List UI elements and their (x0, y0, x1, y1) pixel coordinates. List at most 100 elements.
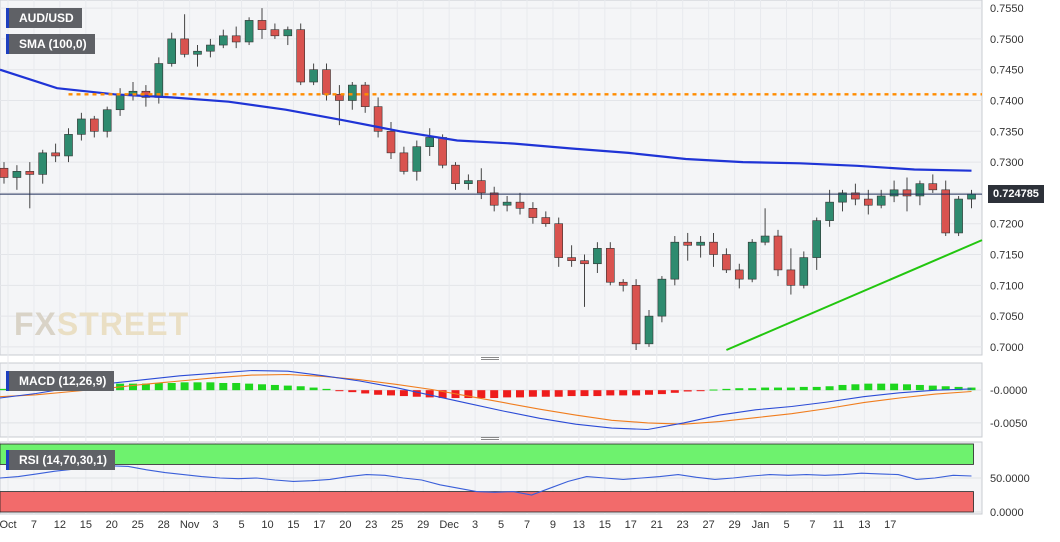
date-tick-label: 5 (238, 519, 244, 531)
bullish-candle (502, 201, 512, 206)
date-tick-label: 10 (261, 519, 273, 531)
date-tick-label: 25 (391, 519, 403, 531)
macd-label[interactable]: MACD (12,26,9) (6, 371, 115, 391)
bullish-candle (747, 241, 757, 280)
macd-histogram-bar (412, 390, 421, 397)
date-tick-label: Dec (439, 519, 459, 531)
macd-histogram-bar (864, 383, 873, 391)
macd-histogram-bar (851, 384, 860, 391)
bearish-candle (773, 235, 783, 271)
sma-label[interactable]: SMA (100,0) (6, 34, 95, 54)
macd-line (0, 369, 972, 431)
support-trendline (726, 239, 983, 351)
bearish-candle (709, 241, 718, 255)
macd-histogram-bar (322, 388, 331, 391)
macd-histogram-bar (0, 388, 8, 391)
bearish-candle (180, 38, 189, 55)
bearish-candle (335, 94, 344, 101)
bullish-candle (644, 315, 654, 345)
macd-histogram-bar (941, 386, 950, 391)
date-tick-label: 5 (498, 519, 504, 531)
date-tick-label: 15 (80, 519, 92, 531)
macd-tick-label: -0.0050 (990, 418, 1027, 430)
macd-histogram-bar (361, 390, 370, 394)
macd-histogram-bar (825, 386, 834, 391)
bearish-candle (360, 84, 370, 107)
date-tick-label: 17 (625, 519, 637, 531)
macd-histogram-bar (967, 387, 976, 391)
macd-histogram-bar (503, 390, 512, 398)
bullish-candle (760, 235, 770, 243)
macd-histogram-bar (528, 390, 537, 397)
current-price-badge: 0.724785 (988, 185, 1044, 204)
macd-histogram-bar (683, 390, 692, 392)
macd-histogram-bar (774, 387, 782, 391)
bullish-candle (102, 109, 112, 132)
date-tick-label: 23 (365, 519, 377, 531)
price-tick-label: 0.7550 (990, 3, 1024, 15)
date-tick-label: 27 (703, 519, 715, 531)
macd-histogram-bar (490, 390, 499, 399)
macd-histogram-bar (928, 385, 937, 391)
price-tick-label: 0.7500 (990, 34, 1024, 46)
date-tick-label: 21 (651, 519, 663, 531)
macd-histogram-bar (838, 384, 847, 391)
bullish-candle (696, 241, 705, 246)
date-tick-label: 3 (213, 519, 219, 531)
macd-histogram-bar (180, 382, 189, 391)
bearish-candle (257, 20, 267, 30)
bullish-candle (38, 152, 48, 175)
date-tick-label: 15 (599, 519, 611, 531)
macd-histogram-bar (696, 390, 705, 392)
bearish-candle (683, 241, 693, 246)
bullish-candle (464, 180, 473, 184)
bearish-candle (476, 180, 486, 194)
date-tick-label: 7 (31, 519, 37, 531)
bullish-candle (244, 20, 254, 43)
bullish-candle (167, 38, 176, 64)
macd-histogram-bar (645, 390, 653, 395)
macd-histogram-bar (722, 388, 731, 391)
rsi-label[interactable]: RSI (14,70,30,1) (6, 450, 116, 470)
macd-histogram-bar (593, 390, 602, 397)
bearish-candle (554, 223, 564, 258)
macd-histogram-bar (567, 390, 576, 397)
bullish-candle (12, 171, 22, 178)
bullish-candle (670, 241, 680, 280)
bearish-candle (567, 257, 576, 261)
bearish-candle (863, 198, 873, 206)
macd-histogram-bar (141, 383, 150, 391)
bullish-candle (593, 248, 602, 265)
bullish-candle (825, 201, 834, 221)
bearish-candle (90, 118, 99, 132)
bullish-candle (206, 44, 215, 52)
rsi-tick-label: 50.0000 (990, 473, 1030, 485)
bearish-candle (489, 192, 499, 206)
macd-histogram-bar (245, 383, 254, 391)
macd-histogram-bar (812, 386, 821, 391)
bearish-candle (25, 171, 35, 175)
macd-histogram-bar (799, 386, 808, 391)
macd-histogram-bar (464, 390, 473, 399)
price-panel-frame (0, 0, 983, 356)
bullish-candle (64, 134, 73, 157)
macd-histogram-bar (438, 390, 447, 399)
macd-histogram-bar (954, 386, 963, 391)
macd-histogram-bar (606, 390, 615, 396)
macd-histogram-bar (890, 383, 899, 391)
bearish-candle (399, 152, 409, 172)
rsi-overbought-zone (0, 443, 974, 465)
bearish-candle (605, 248, 615, 283)
bearish-candle (851, 192, 860, 200)
price-tick-label: 0.7350 (990, 126, 1024, 138)
instrument-label[interactable]: AUD/USD (6, 8, 82, 28)
bearish-candle (902, 189, 912, 197)
rsi-line (0, 465, 972, 496)
macd-histogram-bar (283, 385, 292, 391)
date-tick-label: 15 (287, 519, 299, 531)
bearish-candle (386, 130, 396, 154)
macd-histogram-bar (619, 390, 628, 396)
bullish-candle (812, 220, 822, 258)
macd-histogram-bar (167, 382, 176, 391)
